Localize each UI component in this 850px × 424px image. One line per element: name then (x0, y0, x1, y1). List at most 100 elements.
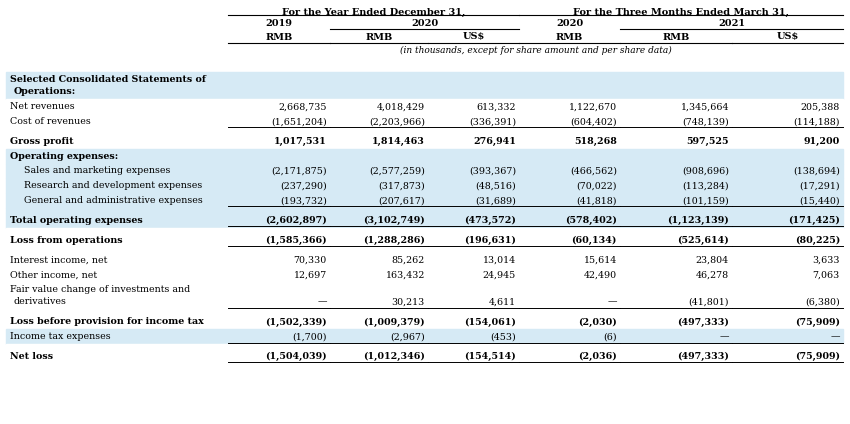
Bar (6, 99, 843, 114)
Text: For the Three Months Ended March 31,: For the Three Months Ended March 31, (573, 8, 789, 17)
Text: (154,514): (154,514) (464, 352, 516, 361)
Text: (336,391): (336,391) (469, 117, 516, 126)
Bar (6, 0, 843, 72)
Text: (525,614): (525,614) (677, 236, 729, 245)
Bar (6, 129, 843, 134)
Text: RMB: RMB (366, 33, 393, 42)
Bar (6, 114, 843, 129)
Text: (2,602,897): (2,602,897) (265, 216, 327, 225)
Text: Operating expenses:: Operating expenses: (10, 152, 118, 161)
Text: (171,425): (171,425) (788, 216, 840, 225)
Text: (1,651,204): (1,651,204) (271, 117, 327, 126)
Text: 613,332: 613,332 (477, 102, 516, 111)
Text: 42,490: 42,490 (584, 270, 617, 279)
Text: (453): (453) (490, 332, 516, 341)
Text: (237,290): (237,290) (280, 181, 327, 190)
Text: 276,941: 276,941 (473, 137, 516, 146)
Text: 205,388: 205,388 (801, 102, 840, 111)
Text: (138,694): (138,694) (793, 167, 840, 176)
Bar (6, 282, 843, 310)
Bar (6, 248, 843, 253)
Text: For the Year Ended December 31,: For the Year Ended December 31, (282, 8, 465, 17)
Text: Other income, net: Other income, net (10, 270, 97, 279)
Bar (6, 179, 843, 193)
Text: Selected Consolidated Statements of: Selected Consolidated Statements of (10, 75, 206, 84)
Text: 1,017,531: 1,017,531 (275, 137, 327, 146)
Text: (2,203,966): (2,203,966) (369, 117, 425, 126)
Text: RMB: RMB (662, 33, 689, 42)
Text: RMB: RMB (265, 33, 292, 42)
Text: (15,440): (15,440) (799, 196, 840, 205)
Text: 30,213: 30,213 (392, 297, 425, 307)
Text: (1,009,379): (1,009,379) (363, 318, 425, 326)
Text: Gross profit: Gross profit (10, 137, 74, 146)
Text: (2,036): (2,036) (578, 352, 617, 361)
Text: derivatives: derivatives (14, 297, 67, 307)
Text: (1,288,286): (1,288,286) (363, 236, 425, 245)
Text: 1,814,463: 1,814,463 (372, 137, 425, 146)
Bar (6, 213, 843, 228)
Text: (207,617): (207,617) (378, 196, 425, 205)
Text: US$: US$ (776, 33, 799, 42)
Text: 597,525: 597,525 (687, 137, 729, 146)
Bar (6, 149, 843, 164)
Bar (6, 72, 843, 99)
Text: (41,801): (41,801) (688, 297, 729, 307)
Bar (6, 329, 843, 344)
Text: Interest income, net: Interest income, net (10, 256, 107, 265)
Text: (60,134): (60,134) (571, 236, 617, 245)
Text: 13,014: 13,014 (483, 256, 516, 265)
Text: RMB: RMB (556, 33, 583, 42)
Text: 4,611: 4,611 (489, 297, 516, 307)
Text: (in thousands, except for share amount and per share data): (in thousands, except for share amount a… (400, 45, 672, 55)
Text: (75,909): (75,909) (795, 318, 840, 326)
Text: (908,696): (908,696) (682, 167, 729, 176)
Bar (6, 315, 843, 329)
Text: (75,909): (75,909) (795, 352, 840, 361)
Text: 15,614: 15,614 (584, 256, 617, 265)
Text: (1,504,039): (1,504,039) (265, 352, 327, 361)
Text: (393,367): (393,367) (469, 167, 516, 176)
Text: (2,171,875): (2,171,875) (271, 167, 327, 176)
Text: (497,333): (497,333) (677, 352, 729, 361)
Text: (1,585,366): (1,585,366) (265, 236, 327, 245)
Text: (114,188): (114,188) (794, 117, 840, 126)
Text: (578,402): (578,402) (565, 216, 617, 225)
Text: —: — (318, 297, 327, 307)
Text: (48,516): (48,516) (475, 181, 516, 190)
Text: 518,268: 518,268 (574, 137, 617, 146)
Bar (6, 349, 843, 364)
Text: (1,012,346): (1,012,346) (363, 352, 425, 361)
Text: Loss before provision for income tax: Loss before provision for income tax (10, 318, 204, 326)
Text: 2,668,735: 2,668,735 (279, 102, 327, 111)
Bar (6, 233, 843, 248)
Text: General and administrative expenses: General and administrative expenses (24, 196, 203, 205)
Bar (6, 193, 843, 208)
Text: (466,562): (466,562) (570, 167, 617, 176)
Text: 163,432: 163,432 (386, 270, 425, 279)
Text: US$: US$ (462, 33, 484, 42)
Text: (6): (6) (604, 332, 617, 341)
Bar (6, 164, 843, 179)
Text: 24,945: 24,945 (483, 270, 516, 279)
Text: (17,291): (17,291) (799, 181, 840, 190)
Text: Sales and marketing expenses: Sales and marketing expenses (24, 167, 170, 176)
Text: (2,967): (2,967) (390, 332, 425, 341)
Text: 2020: 2020 (411, 19, 438, 28)
Bar (6, 208, 843, 213)
Bar (6, 268, 843, 282)
Text: 91,200: 91,200 (804, 137, 840, 146)
Text: 46,278: 46,278 (696, 270, 729, 279)
Text: Fair value change of investments and: Fair value change of investments and (10, 285, 190, 294)
Text: (2,030): (2,030) (578, 318, 617, 326)
Text: Net revenues: Net revenues (10, 102, 75, 111)
Bar (6, 253, 843, 268)
Bar (6, 228, 843, 233)
Text: (748,139): (748,139) (683, 117, 729, 126)
Text: (41,818): (41,818) (576, 196, 617, 205)
Text: 3,633: 3,633 (813, 256, 840, 265)
Bar (6, 134, 843, 149)
Text: Net loss: Net loss (10, 352, 53, 361)
Text: (2,577,259): (2,577,259) (369, 167, 425, 176)
Text: Cost of revenues: Cost of revenues (10, 117, 91, 126)
